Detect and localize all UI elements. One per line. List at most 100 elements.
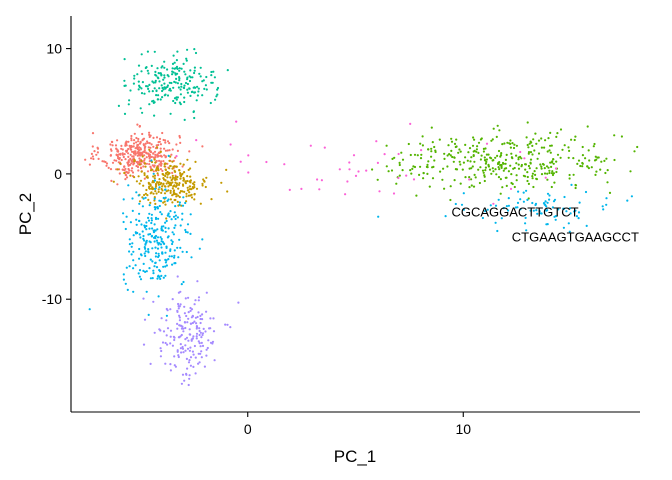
data-point <box>581 165 584 168</box>
data-point <box>205 354 208 357</box>
data-point <box>179 224 182 227</box>
data-point <box>195 99 198 102</box>
data-point <box>160 317 163 320</box>
data-point <box>122 198 125 201</box>
data-point <box>153 177 156 180</box>
data-point <box>453 142 457 145</box>
data-point <box>485 153 488 156</box>
data-point <box>430 126 433 129</box>
data-point <box>544 203 547 207</box>
data-point <box>506 141 509 144</box>
data-point <box>137 137 140 141</box>
data-point <box>115 153 118 156</box>
data-point <box>121 148 124 151</box>
data-point <box>202 178 205 181</box>
data-point <box>524 222 527 225</box>
data-point <box>507 209 510 212</box>
data-point <box>226 190 229 193</box>
data-point <box>477 151 480 154</box>
data-point <box>578 201 581 204</box>
data-point <box>464 176 467 179</box>
data-point <box>171 187 174 190</box>
data-point <box>199 331 202 334</box>
data-point <box>179 172 182 175</box>
data-point <box>211 340 215 343</box>
data-point <box>507 197 510 200</box>
data-point <box>138 269 142 272</box>
data-point <box>208 327 211 330</box>
data-point <box>190 188 193 191</box>
data-point <box>198 72 201 75</box>
data-point <box>577 159 581 162</box>
data-point <box>176 246 179 249</box>
data-point <box>188 180 191 183</box>
data-point <box>185 192 188 195</box>
data-point <box>203 87 206 90</box>
data-point <box>157 254 160 257</box>
data-point <box>490 172 493 175</box>
data-point <box>147 313 150 316</box>
data-point <box>130 148 133 151</box>
data-point <box>536 212 539 215</box>
data-point <box>421 144 424 147</box>
data-point <box>519 208 522 211</box>
data-point <box>167 258 170 261</box>
data-point <box>193 181 196 184</box>
data-point <box>139 107 142 110</box>
data-point <box>426 172 429 175</box>
data-point <box>197 296 201 299</box>
data-point <box>531 172 535 175</box>
data-point <box>160 274 163 277</box>
data-point <box>160 237 163 241</box>
data-point <box>167 154 170 157</box>
data-point <box>174 156 177 159</box>
data-point <box>205 291 208 294</box>
data-point <box>166 68 169 71</box>
y-tick-label: 10 <box>46 41 62 57</box>
data-point <box>150 213 153 216</box>
data-point <box>167 227 170 230</box>
data-point <box>398 174 401 177</box>
data-point <box>472 154 475 157</box>
data-point <box>559 128 563 131</box>
data-point <box>182 179 185 182</box>
data-point <box>602 208 605 211</box>
data-point <box>144 254 147 258</box>
data-point <box>472 136 475 139</box>
data-point <box>185 59 188 62</box>
data-point <box>501 143 504 146</box>
data-point <box>189 306 192 310</box>
data-point <box>170 239 173 242</box>
data-point <box>164 265 167 268</box>
data-point <box>171 298 174 301</box>
data-point <box>157 243 160 246</box>
data-point <box>176 349 179 352</box>
data-point <box>169 335 172 338</box>
data-point <box>168 167 171 170</box>
data-point <box>150 159 153 162</box>
data-point <box>164 203 167 206</box>
data-point <box>138 182 141 185</box>
data-point <box>182 327 185 330</box>
data-point <box>170 255 173 258</box>
data-point <box>546 172 549 175</box>
data-point <box>172 176 175 179</box>
data-point <box>174 170 177 173</box>
data-point <box>123 112 127 115</box>
data-point <box>510 173 513 176</box>
data-point <box>165 319 168 322</box>
data-point <box>599 168 602 171</box>
data-point <box>548 149 551 152</box>
data-point <box>130 159 133 162</box>
data-point <box>154 237 157 240</box>
data-point <box>93 150 96 153</box>
data-point <box>581 145 584 149</box>
data-point <box>141 81 144 84</box>
data-point <box>151 277 154 280</box>
data-point <box>428 185 431 188</box>
data-point <box>179 162 182 165</box>
data-point <box>136 151 139 154</box>
data-point <box>91 132 95 135</box>
data-point <box>124 158 127 161</box>
data-point <box>202 327 205 330</box>
